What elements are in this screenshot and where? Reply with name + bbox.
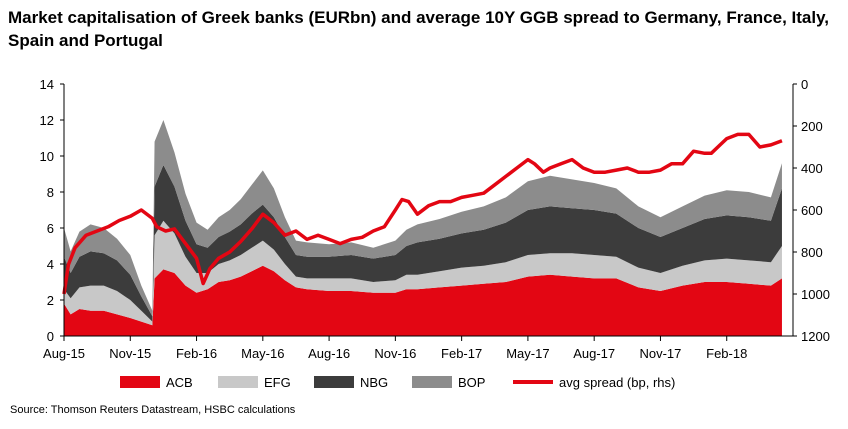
spread-line-group [62,132,783,295]
legend-swatch-efg [218,376,258,388]
y-right-tick-label: 1200 [801,329,830,344]
y-left-tick-label: 2 [47,293,54,308]
y-left-tick-label: 10 [40,149,54,164]
legend-swatch-bop [412,376,452,388]
y-right-tick-label: 0 [801,77,808,92]
y-right-ticks: 0 200 400 600 800 1000 1200 [793,77,830,344]
source-note: Source: Thomson Reuters Datastream, HSBC… [10,404,296,416]
spread-line [62,132,783,295]
x-ticks: Aug-15 Nov-15 Feb-16 May-16 Aug-16 Nov-16 Feb-… [43,336,747,361]
x-tick-label: Aug-17 [573,346,615,361]
x-tick-label: Aug-16 [308,346,350,361]
x-tick-label: Aug-15 [43,346,85,361]
y-right-tick-label: 800 [801,245,823,260]
x-tick-label: Nov-17 [639,346,681,361]
area-acb [64,265,782,336]
y-right-tick-label: 1000 [801,287,830,302]
y-left-tick-label: 6 [47,221,54,236]
x-tick-label: Nov-15 [109,346,151,361]
legend-swatch-nbg [314,376,354,388]
y-left-tick-label: 12 [40,113,54,128]
x-tick-label: Feb-17 [441,346,482,361]
x-tick-label: May-17 [506,346,549,361]
legend-label: BOP [458,375,485,390]
y-left-tick-label: 4 [47,257,54,272]
legend-label: NBG [360,375,388,390]
y-left-ticks: 0 2 4 6 8 10 12 14 [40,77,64,344]
y-right-tick-label: 200 [801,119,823,134]
x-tick-label: Feb-16 [176,346,217,361]
y-left-tick-label: 8 [47,185,54,200]
x-tick-label: Nov-16 [374,346,416,361]
legend-label: avg spread (bp, rhs) [559,375,675,390]
x-tick-label: May-16 [241,346,284,361]
area-nbg [64,165,782,322]
y-left-tick-label: 0 [47,329,54,344]
area-bop [64,120,782,317]
legend-label: EFG [264,375,291,390]
y-right-tick-label: 400 [801,161,823,176]
y-right-tick-label: 600 [801,203,823,218]
legend-swatch-acb [120,376,160,388]
legend-label: ACB [166,375,193,390]
x-tick-label: Feb-18 [706,346,747,361]
y-left-tick-label: 14 [40,77,54,92]
chart-title: Market capitalisation of Greek banks (EU… [8,8,829,50]
legend: ACB EFG NBG BOP avg spread (bp, rhs) [120,375,675,390]
